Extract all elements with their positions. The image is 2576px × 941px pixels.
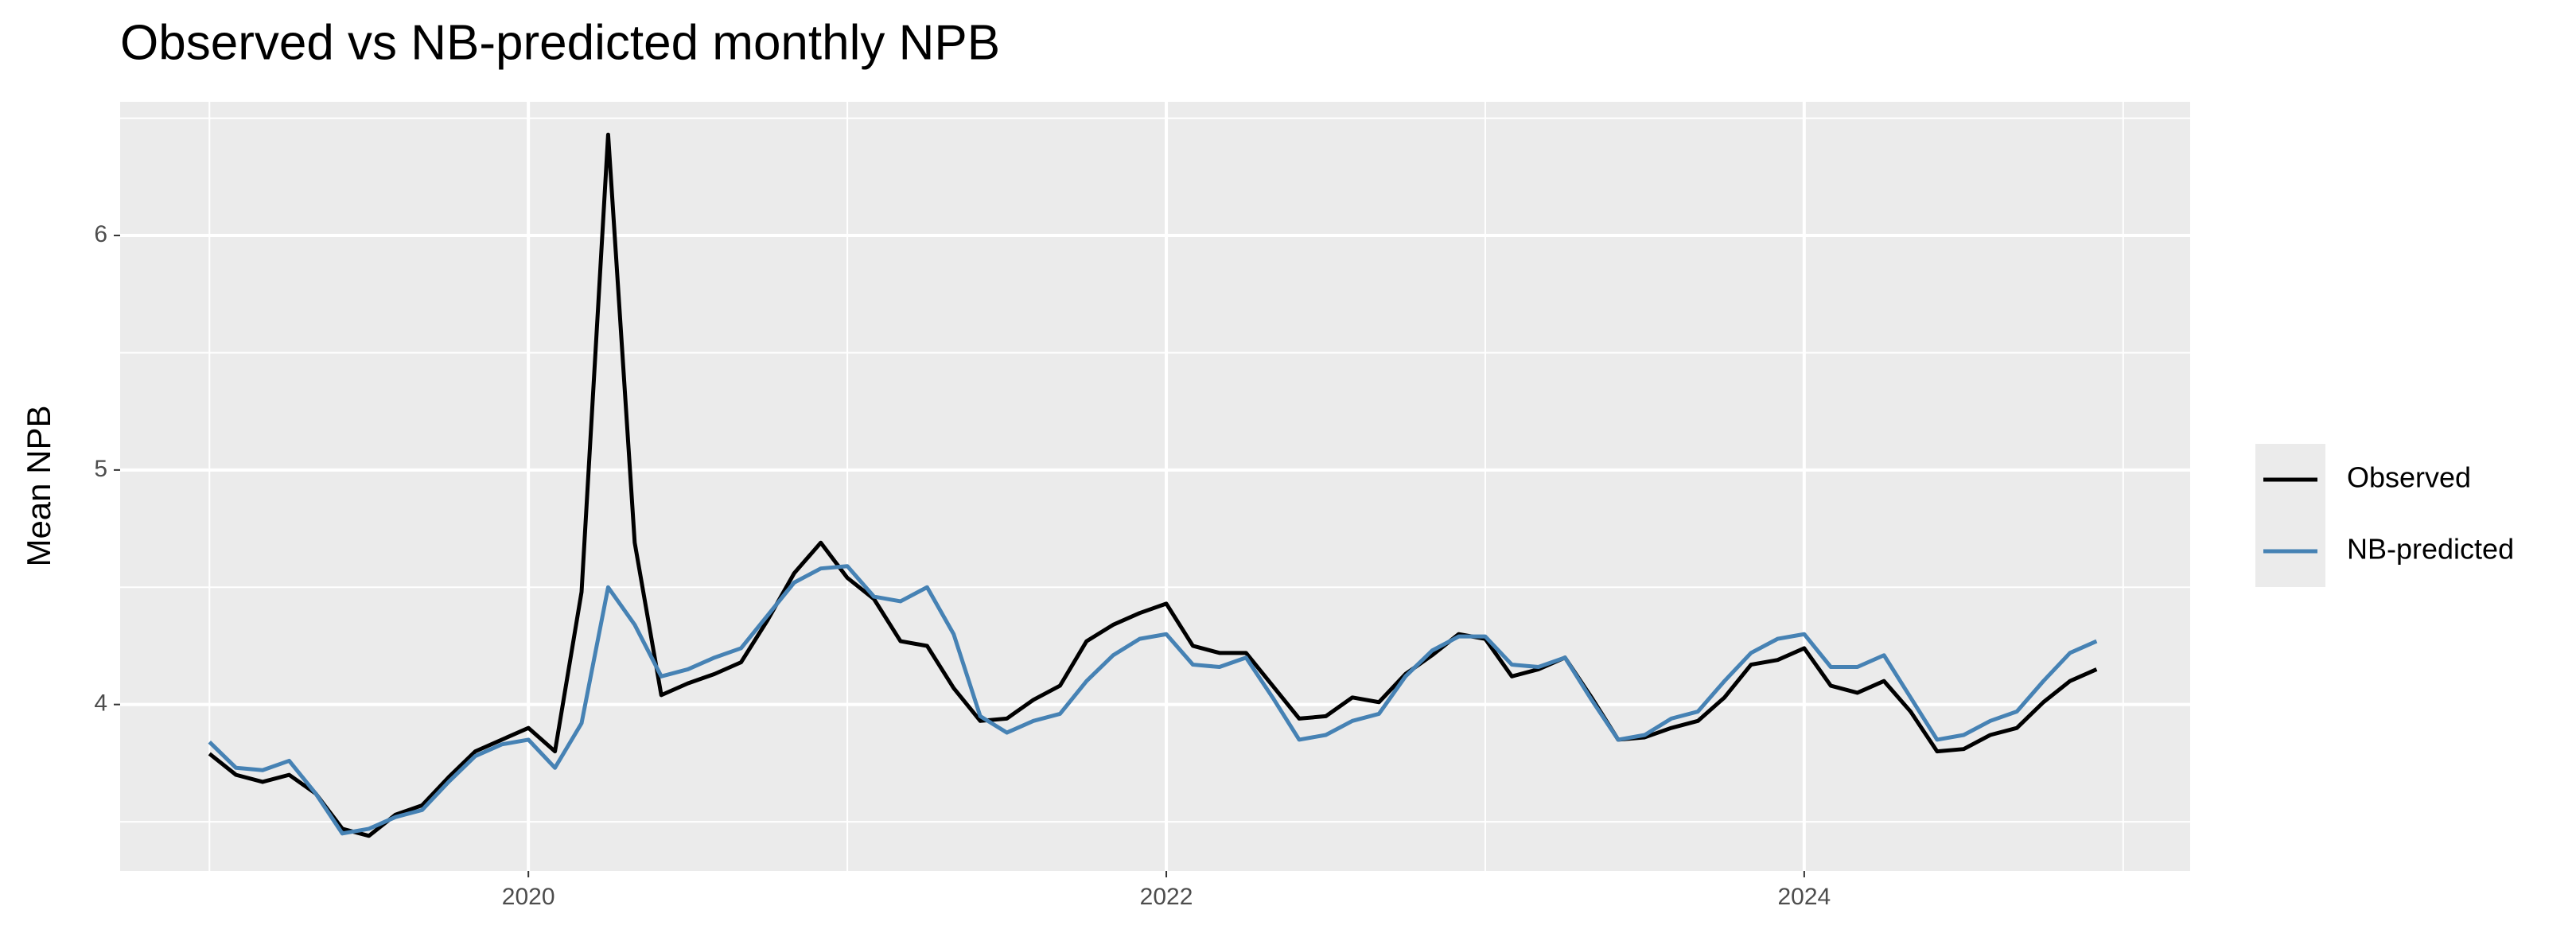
y-tick-label: 4 — [94, 690, 107, 717]
x-tick-label: 2022 — [1140, 884, 1193, 910]
legend-key-background — [2255, 444, 2325, 587]
data-line — [208, 564, 2098, 836]
legend-label: NB-predicted — [2347, 533, 2514, 566]
x-tick-label: 2024 — [1778, 884, 1831, 910]
x-tick-label: 2020 — [502, 884, 555, 910]
data-line — [208, 132, 2098, 838]
plot-panel — [120, 102, 2190, 871]
chart-title: Observed vs NB-predicted monthly NPB — [120, 15, 1000, 70]
y-axis-label: Mean NPB — [20, 405, 57, 566]
y-tick-label: 5 — [94, 456, 107, 482]
legend-label: Observed — [2347, 461, 2471, 494]
y-tick-label: 6 — [94, 221, 107, 247]
